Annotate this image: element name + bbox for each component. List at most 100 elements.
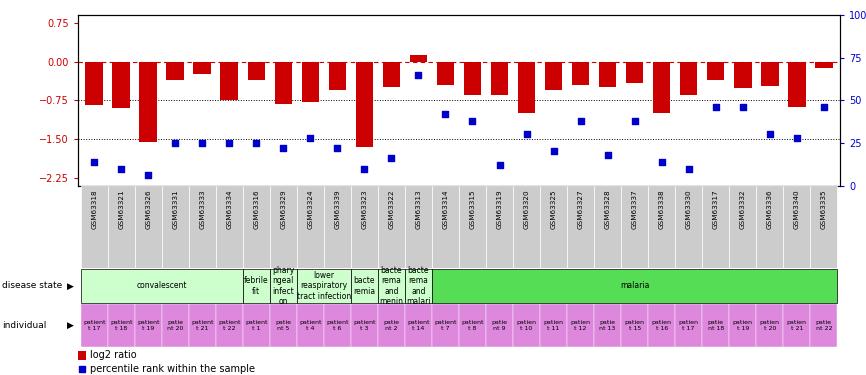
Bar — [135, 304, 162, 347]
Point — [628, 118, 642, 124]
Bar — [756, 186, 783, 268]
Point — [331, 145, 345, 151]
Point — [736, 104, 750, 110]
Text: patien
t 10: patien t 10 — [516, 320, 537, 331]
Bar — [459, 304, 486, 347]
Point — [493, 162, 507, 168]
Point — [74, 366, 89, 372]
Text: patien
t 21: patien t 21 — [787, 320, 807, 331]
Bar — [297, 269, 351, 303]
Point — [223, 140, 236, 146]
Bar — [648, 304, 675, 347]
Bar — [189, 186, 216, 268]
Text: GSM63314: GSM63314 — [443, 190, 449, 230]
Bar — [162, 186, 189, 268]
Text: patient
t 6: patient t 6 — [326, 320, 349, 331]
Text: GSM63324: GSM63324 — [307, 190, 313, 230]
Bar — [166, 62, 184, 80]
Bar — [513, 304, 540, 347]
Text: log2 ratio: log2 ratio — [90, 350, 137, 360]
Text: patient
t 18: patient t 18 — [110, 320, 132, 331]
Point — [655, 159, 669, 165]
Bar — [139, 62, 157, 142]
Text: disease state: disease state — [2, 281, 62, 290]
Bar — [242, 186, 270, 268]
Text: patie
nt 5: patie nt 5 — [275, 320, 291, 331]
Text: patie
nt 13: patie nt 13 — [599, 320, 616, 331]
Point — [790, 135, 804, 141]
Text: GSM63325: GSM63325 — [551, 190, 557, 230]
Bar — [242, 304, 270, 347]
Bar — [513, 186, 540, 268]
Bar — [491, 62, 508, 95]
Text: patien
t 15: patien t 15 — [624, 320, 644, 331]
Bar — [162, 304, 189, 347]
Point — [168, 140, 182, 146]
Bar — [216, 186, 242, 268]
Bar — [626, 62, 643, 83]
Bar — [653, 62, 670, 113]
Text: patien
t 17: patien t 17 — [679, 320, 699, 331]
Bar — [410, 56, 427, 62]
Bar — [702, 304, 729, 347]
Text: GSM63330: GSM63330 — [686, 190, 692, 230]
Point — [276, 145, 290, 151]
Bar — [242, 269, 270, 303]
Text: patie
nt 18: patie nt 18 — [708, 320, 724, 331]
Bar — [459, 186, 486, 268]
Text: patien
t 20: patien t 20 — [759, 320, 779, 331]
Bar — [621, 304, 648, 347]
Point — [141, 172, 155, 178]
Text: GSM63320: GSM63320 — [524, 190, 529, 230]
Bar — [432, 269, 837, 303]
Text: GSM63338: GSM63338 — [659, 190, 665, 230]
Text: GSM63337: GSM63337 — [631, 190, 637, 230]
Text: patien
t 11: patien t 11 — [544, 320, 564, 331]
Text: patient
t 1: patient t 1 — [245, 320, 268, 331]
Text: febrile
fit: febrile fit — [244, 276, 268, 296]
Point — [114, 165, 128, 171]
Bar — [783, 186, 811, 268]
Text: patient
t 21: patient t 21 — [191, 320, 214, 331]
Bar — [811, 304, 837, 347]
Bar — [811, 186, 837, 268]
Text: GSM63326: GSM63326 — [145, 190, 152, 230]
Bar — [78, 351, 86, 360]
Bar — [328, 62, 346, 90]
Bar — [135, 186, 162, 268]
Bar — [383, 62, 400, 87]
Bar — [356, 62, 373, 147]
Point — [303, 135, 317, 141]
Bar — [702, 186, 729, 268]
Bar — [405, 186, 432, 268]
Text: GSM63331: GSM63331 — [172, 190, 178, 230]
Bar — [297, 304, 324, 347]
Bar — [405, 304, 432, 347]
Text: GSM63328: GSM63328 — [604, 190, 611, 230]
Text: GSM63316: GSM63316 — [253, 190, 259, 230]
Bar — [486, 304, 513, 347]
Point — [601, 152, 615, 158]
Bar — [324, 186, 351, 268]
Bar — [761, 62, 779, 86]
Text: lower
reaspiratory
tract infection: lower reaspiratory tract infection — [297, 271, 351, 301]
Text: GSM63319: GSM63319 — [496, 190, 502, 230]
Text: GSM63339: GSM63339 — [334, 190, 340, 230]
Bar — [518, 62, 535, 113]
Bar — [275, 62, 292, 104]
Bar — [540, 304, 567, 347]
Text: phary
ngeal
infect
on: phary ngeal infect on — [272, 266, 294, 306]
Bar — [729, 304, 756, 347]
Text: GSM63332: GSM63332 — [740, 190, 746, 230]
Bar — [815, 62, 832, 68]
Bar — [301, 62, 320, 102]
Bar — [81, 186, 107, 268]
Text: patien
t 19: patien t 19 — [733, 320, 753, 331]
Text: GSM63313: GSM63313 — [416, 190, 422, 230]
Bar — [567, 186, 594, 268]
Text: patient
t 7: patient t 7 — [434, 320, 456, 331]
Text: bacte
rema
and
menin: bacte rema and menin — [379, 266, 404, 306]
Text: GSM63329: GSM63329 — [281, 190, 287, 230]
Text: GSM63333: GSM63333 — [199, 190, 205, 230]
Bar — [675, 304, 702, 347]
